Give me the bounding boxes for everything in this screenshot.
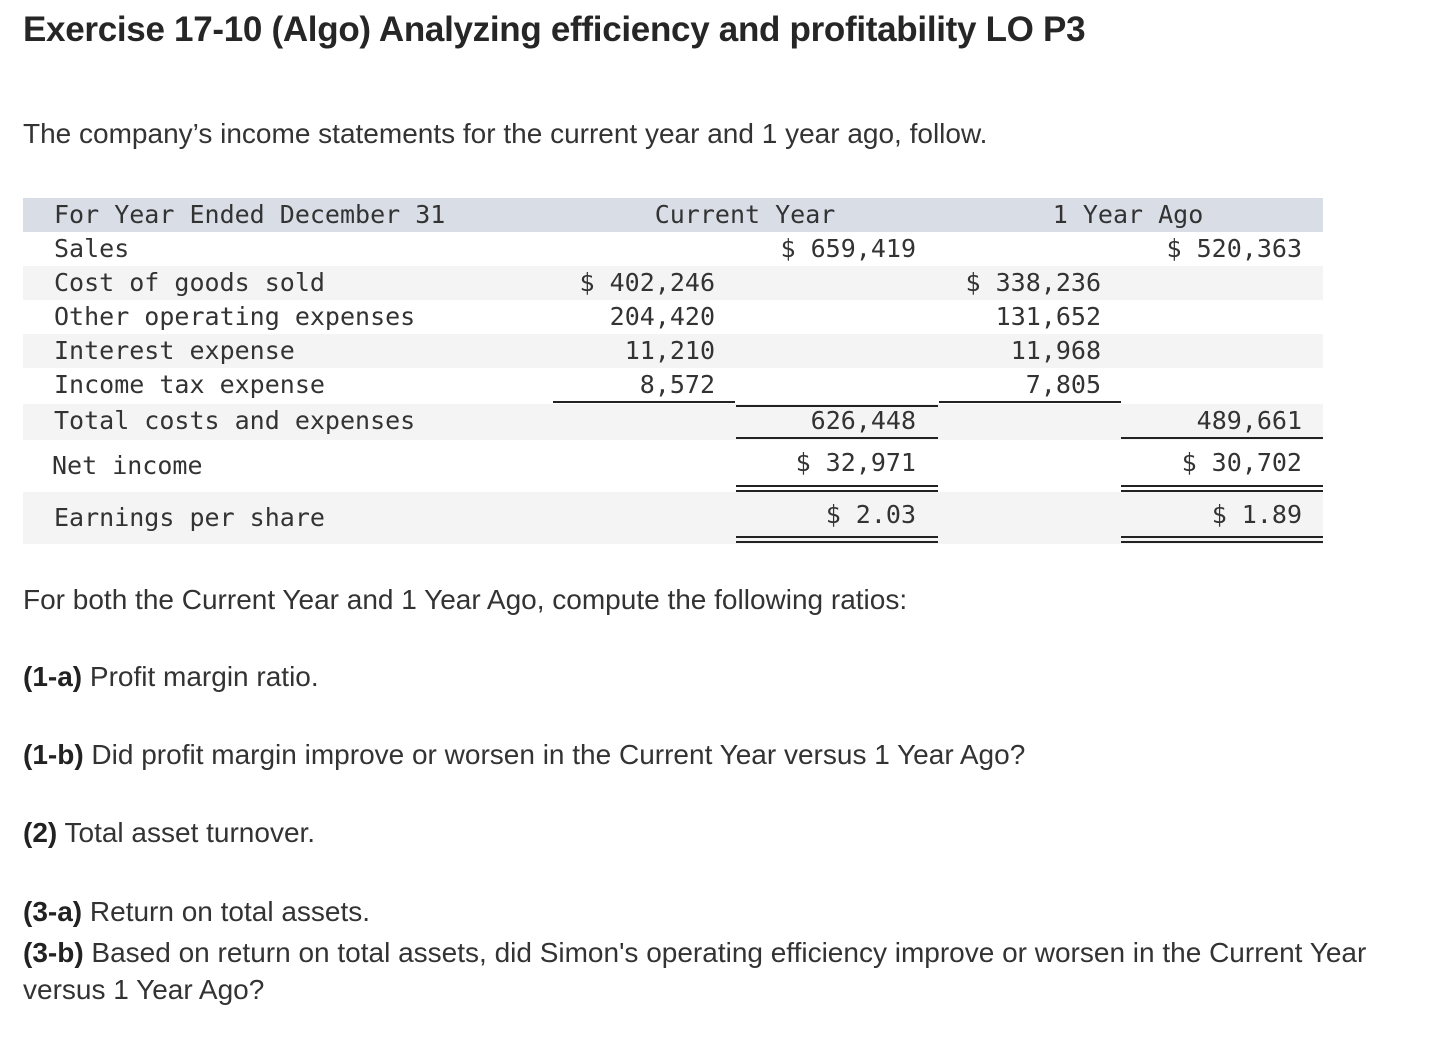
underline [553, 401, 735, 403]
question-1b: (1-b) Did profit margin improve or worse… [23, 739, 1025, 771]
row-label: Cost of goods sold [54, 268, 325, 297]
header-current-year: Current Year [654, 200, 836, 229]
question-text: Total asset turnover. [57, 817, 316, 848]
header-row-band [23, 198, 1323, 232]
row-label: Interest expense [54, 336, 295, 365]
row-band [23, 266, 1323, 300]
question-tag: (1-b) [23, 739, 84, 770]
row-label: Other operating expenses [54, 302, 416, 331]
tax-current: 8,572 [639, 370, 715, 399]
question-3b: (3-b) Based on return on total assets, d… [23, 934, 1453, 1008]
underline [939, 401, 1121, 403]
question-tag: (3-a) [23, 896, 83, 927]
sales-current: $ 659,419 [780, 234, 916, 263]
net-income-prior: $ 30,702 [1181, 448, 1302, 477]
row-label: Sales [54, 234, 130, 263]
question-1a: (1-a) Profit margin ratio. [23, 661, 319, 693]
double-underline [736, 536, 938, 543]
exercise-title: Exercise 17-10 (Algo) Analyzing efficien… [23, 10, 1086, 49]
double-underline [1121, 485, 1323, 492]
income-statement-table: For Year Ended December 31 Current Year … [23, 198, 1323, 546]
row-band [23, 404, 1323, 440]
question-3a: (3-a) Return on total assets. [23, 896, 370, 928]
row-label: Total costs and expenses [54, 406, 416, 435]
row-label: Income tax expense [54, 370, 325, 399]
other-opex-current: 204,420 [609, 302, 715, 331]
total-costs-current: 626,448 [810, 406, 916, 435]
row-label: Net income [52, 451, 203, 480]
eps-current: $ 2.03 [825, 500, 916, 529]
intro-text: The company’s income statements for the … [23, 118, 988, 149]
double-underline [1121, 536, 1323, 543]
net-income-current: $ 32,971 [795, 448, 916, 477]
question-text: Return on total assets. [82, 896, 371, 927]
row-label: Earnings per share [54, 503, 325, 532]
double-underline [736, 485, 938, 492]
header-1-year-ago: 1 Year Ago [1052, 200, 1204, 229]
instructions-text: For both the Current Year and 1 Year Ago… [23, 584, 908, 615]
eps-prior: $ 1.89 [1211, 500, 1302, 529]
tax-prior: 7,805 [1025, 370, 1101, 399]
question-text: Based on return on total assets, did Sim… [23, 937, 1367, 1005]
sales-prior: $ 520,363 [1166, 234, 1302, 263]
question-tag: (3-b) [23, 937, 84, 968]
underline [736, 437, 938, 439]
question-text: Profit margin ratio. [82, 661, 319, 692]
header-label: For Year Ended December 31 [54, 200, 446, 229]
question-tag: (1-a) [23, 661, 83, 692]
question-tag: (2) [23, 817, 58, 848]
cogs-current: $ 402,246 [579, 268, 715, 297]
row-band [23, 334, 1323, 368]
row-band [23, 492, 1323, 544]
other-opex-prior: 131,652 [995, 302, 1101, 331]
underline [1121, 437, 1323, 439]
question-2: (2) Total asset turnover. [23, 817, 315, 849]
interest-current: 11,210 [624, 336, 715, 365]
cogs-prior: $ 338,236 [965, 268, 1101, 297]
interest-prior: 11,968 [1010, 336, 1101, 365]
total-costs-prior: 489,661 [1196, 406, 1302, 435]
question-text: Did profit margin improve or worsen in t… [83, 739, 1026, 770]
underline [736, 405, 938, 407]
